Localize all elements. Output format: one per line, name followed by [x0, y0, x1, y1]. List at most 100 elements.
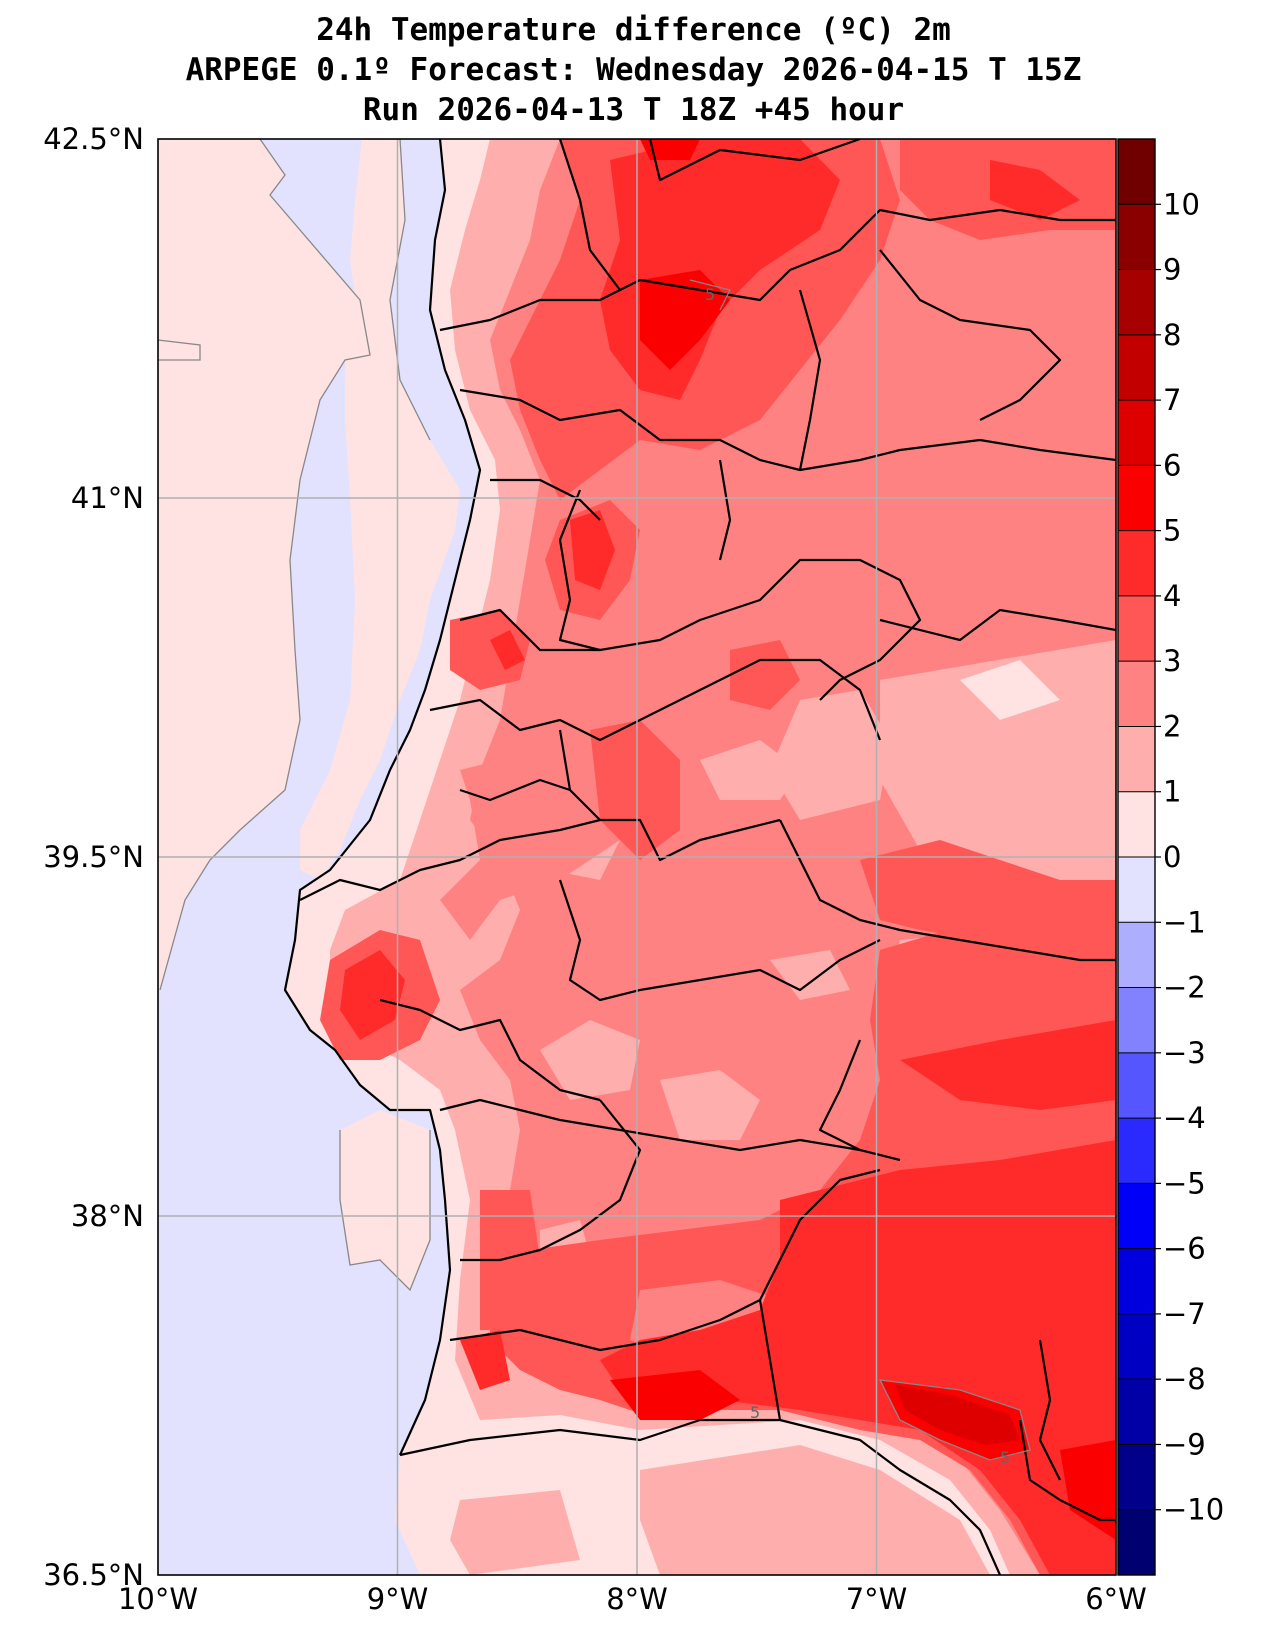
- north-five-contour: [689, 279, 731, 311]
- coastal-warm-band: [300, 139, 460, 880]
- colorbar-swatch-12: [1118, 922, 1155, 988]
- colorbar-tick-label-3: 7: [1163, 383, 1181, 417]
- lisbon-hot-spot: [340, 950, 405, 1040]
- algarve-five-contour: [878, 1379, 1031, 1461]
- title-line-2: ARPEGE 0.1º Forecast: Wednesday 2026-04-…: [185, 52, 1082, 88]
- border-lisbon-north: [299, 818, 601, 901]
- contour-label-2: 5: [750, 1403, 760, 1422]
- border-north-2: [558, 139, 621, 291]
- longitude-labels: 10°W 9°W 8°W 7°W 6°W: [118, 1582, 1147, 1616]
- coastline-and-borders: [283, 139, 1116, 1575]
- contour-label-3: 5: [1000, 1448, 1010, 1467]
- colorbar-swatch-9: [1118, 726, 1155, 792]
- setubal-coastal-band: [340, 1110, 430, 1290]
- colorbar-tick-label-12: −2: [1163, 971, 1206, 1005]
- lat-tick-label-3: 38°N: [71, 1199, 144, 1233]
- southwest-hot-spot: [460, 1330, 510, 1390]
- colorbar-tick-label-2: 8: [1163, 318, 1181, 352]
- border-spain-south: [1018, 1419, 1116, 1522]
- lon-tick-label-3: 7°W: [846, 1582, 908, 1616]
- border-north-3: [648, 139, 861, 182]
- lon-tick-label-4: 6°W: [1085, 1582, 1147, 1616]
- small-warm-patch: [730, 640, 800, 710]
- lon-tick-label-1: 9°W: [367, 1582, 429, 1616]
- colorbar-tick-label-9: 1: [1163, 775, 1181, 809]
- light-patch-5: [770, 690, 890, 820]
- colorbar-swatch-14: [1118, 1052, 1155, 1119]
- far-southeast-hot-spot: [1060, 1440, 1116, 1540]
- algarve-hot-spot: [610, 1370, 740, 1420]
- border-portalegre: [779, 819, 1116, 962]
- south-hot-region: [600, 1140, 1116, 1575]
- map-frame: [157, 138, 1117, 1576]
- zero-contours: [158, 139, 1031, 1461]
- border-leiria-south: [459, 778, 571, 802]
- map-title: 24h Temperature difference (ºC) 2m ARPEG…: [0, 10, 1267, 130]
- border-vertical-2: [718, 459, 732, 561]
- border-setubal-beja: [439, 1098, 901, 1162]
- border-leiria-castelo: [429, 658, 882, 742]
- border-viseu-guarda: [558, 489, 922, 701]
- colorbar-tick-label-10: 0: [1163, 840, 1181, 874]
- colorbar-swatch-4: [1118, 400, 1155, 466]
- colorbar-swatch-10: [1118, 791, 1155, 857]
- east-warm-strip: [860, 840, 1116, 960]
- border-aveiro: [490, 478, 601, 521]
- contour-label-1: 5: [705, 285, 715, 304]
- border-coimbra: [459, 608, 600, 652]
- colorbar-swatch-0: [1118, 139, 1155, 205]
- border-north-1: [439, 208, 1116, 332]
- hot-spot-2: [490, 630, 525, 670]
- light-patch-2: [700, 740, 800, 800]
- border-santarem-north: [558, 729, 781, 862]
- colorbar-tick-label-4: 6: [1163, 448, 1181, 482]
- atlantic-coastline: [283, 139, 482, 1456]
- colorbar-swatch-16: [1118, 1183, 1155, 1249]
- hot-spot-1: [570, 510, 615, 590]
- border-evora-north: [558, 879, 881, 1002]
- border-algarve-east: [758, 1299, 782, 1421]
- title-line-1: 24h Temperature difference (ºC) 2m: [316, 12, 951, 48]
- colorbar-tick-label-8: 2: [1163, 709, 1181, 743]
- border-beja-west: [460, 1099, 642, 1262]
- colorbar-tick-label-19: −9: [1163, 1427, 1206, 1461]
- border-northeast: [879, 249, 1062, 421]
- gridlines: [158, 139, 1116, 1575]
- south-offshore-patch-2: [640, 1445, 990, 1575]
- colorbar-tick-label-1: 9: [1163, 253, 1181, 287]
- title-line-3: Run 2026-04-13 T 18Z +45 hour: [362, 92, 905, 128]
- border-evora-beja: [818, 1039, 862, 1151]
- southwest-warm-patch: [480, 1190, 540, 1330]
- lat-tick-label-0: 42.5°N: [43, 122, 144, 156]
- light-patch-3: [540, 1020, 640, 1100]
- colorbar-swatch-20: [1118, 1444, 1155, 1510]
- map-plot-area: 5 5 5: [158, 139, 1116, 1575]
- offshore-warm-band: [158, 139, 370, 990]
- light-patch-8: [770, 950, 850, 1000]
- colorbar-swatch-15: [1118, 1118, 1155, 1184]
- colorbar-tick-label-7: 3: [1163, 644, 1181, 678]
- colorbar-tick-label-13: −3: [1163, 1036, 1206, 1070]
- south-offshore-patch-1: [450, 1490, 580, 1575]
- border-guadiana: [1038, 1339, 1061, 1481]
- border-algarve-north: [449, 1168, 881, 1352]
- setubal-zero-contour: [339, 1130, 431, 1292]
- colorbar-tick-label-11: −1: [1163, 905, 1206, 939]
- offshore-zero-contour: [159, 139, 371, 991]
- colorbar-swatch-7: [1118, 595, 1155, 662]
- colorbar-tick-label-15: −5: [1163, 1166, 1206, 1200]
- southeast-hot-strip: [900, 1020, 1116, 1110]
- colorbar-swatch-5: [1118, 465, 1155, 531]
- east-palest-patch: [960, 660, 1060, 720]
- colorbar-swatch-19: [1118, 1379, 1155, 1445]
- colorbar-tick-label-5: 5: [1163, 514, 1181, 548]
- colorbar-swatch-11: [1118, 857, 1155, 923]
- colorbar-swatch-2: [1118, 269, 1155, 335]
- colorbar-swatch-1: [1118, 204, 1155, 270]
- colorbar-tick-label-0: 10: [1163, 187, 1200, 221]
- colorbar-swatch-6: [1118, 530, 1155, 596]
- colorbar-swatch-13: [1118, 987, 1155, 1053]
- border-vertical-1: [798, 289, 822, 471]
